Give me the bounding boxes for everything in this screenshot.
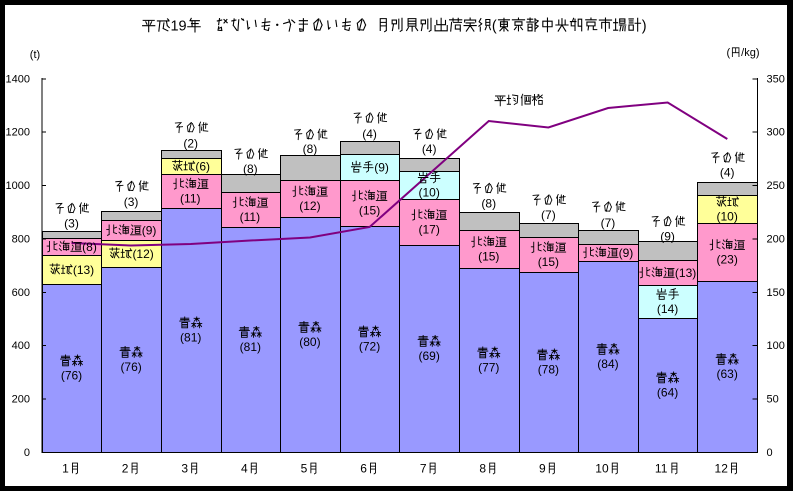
svg-text:0: 0 (767, 447, 773, 459)
svg-text:(14): (14) (657, 302, 678, 316)
svg-text:(80): (80) (299, 335, 320, 349)
svg-text:(8): (8) (481, 196, 496, 210)
svg-text:2: 2 (122, 462, 129, 476)
svg-text:0: 0 (24, 447, 30, 459)
svg-text:(2): (2) (183, 137, 198, 151)
svg-text:100: 100 (767, 340, 785, 352)
svg-text:12: 12 (715, 462, 729, 476)
svg-text:(6): (6) (195, 159, 210, 173)
svg-text:(64): (64) (657, 386, 678, 400)
svg-text:200: 200 (767, 233, 785, 245)
svg-text:(9): (9) (374, 160, 389, 174)
svg-text:7: 7 (420, 462, 427, 476)
svg-text:(69): (69) (418, 349, 439, 363)
svg-text:(15): (15) (359, 204, 380, 218)
svg-text:(3): (3) (64, 217, 79, 231)
svg-text:(10): (10) (717, 210, 738, 224)
svg-text:): ) (642, 18, 647, 34)
svg-text:(10): (10) (418, 186, 439, 200)
svg-text:400: 400 (12, 340, 30, 352)
svg-text:(81): (81) (240, 340, 261, 354)
svg-text:･: ･ (274, 18, 281, 34)
svg-text:(4): (4) (422, 142, 437, 156)
svg-text:11: 11 (655, 462, 668, 476)
svg-text:150: 150 (767, 287, 785, 299)
svg-text:350: 350 (767, 73, 785, 85)
svg-text:(9): (9) (142, 223, 157, 237)
svg-text:1400: 1400 (6, 73, 30, 85)
svg-text:1: 1 (62, 462, 69, 476)
svg-text:(17): (17) (418, 223, 439, 237)
svg-text:300: 300 (767, 127, 785, 139)
svg-text:6: 6 (360, 462, 367, 476)
svg-text:3: 3 (181, 462, 188, 476)
svg-text:8: 8 (479, 462, 486, 476)
svg-text:1000: 1000 (6, 180, 30, 192)
svg-text:(15): (15) (478, 250, 499, 264)
svg-text:(23): (23) (717, 253, 738, 267)
svg-text:/kg): /kg) (741, 47, 759, 59)
svg-text:(12): (12) (132, 247, 153, 261)
svg-text:(81): (81) (180, 331, 201, 345)
svg-text:50: 50 (767, 394, 779, 406)
svg-text:(7): (7) (601, 216, 616, 230)
svg-text:(8): (8) (82, 240, 97, 254)
svg-text:600: 600 (12, 287, 30, 299)
svg-text:5: 5 (301, 462, 308, 476)
svg-text:4: 4 (241, 462, 248, 476)
svg-text:(13): (13) (675, 266, 696, 280)
svg-text:(9): (9) (619, 246, 634, 260)
svg-text:800: 800 (12, 233, 30, 245)
svg-text:1200: 1200 (6, 127, 30, 139)
svg-text:(76): (76) (120, 360, 141, 374)
svg-text:250: 250 (767, 180, 785, 192)
svg-text:(11): (11) (240, 210, 260, 224)
svg-text:(11): (11) (180, 192, 200, 206)
svg-text:(84): (84) (597, 357, 618, 371)
svg-text:19: 19 (170, 18, 186, 34)
svg-text:(8): (8) (243, 162, 258, 176)
svg-text:(78): (78) (538, 363, 559, 377)
svg-text:(3): (3) (124, 195, 139, 209)
svg-text:(72): (72) (359, 340, 380, 354)
svg-text:(76): (76) (61, 369, 82, 383)
svg-text:(9): (9) (660, 229, 675, 243)
svg-text:(12): (12) (299, 199, 320, 213)
svg-text:9: 9 (539, 462, 546, 476)
svg-text:(15): (15) (538, 255, 559, 269)
svg-text:(7): (7) (541, 208, 556, 222)
svg-text:10: 10 (595, 462, 609, 476)
svg-text:(t): (t) (30, 49, 40, 61)
svg-text:200: 200 (12, 394, 30, 406)
svg-text:(: ( (492, 18, 497, 34)
svg-text:(4): (4) (362, 127, 377, 141)
svg-text:(4): (4) (720, 166, 735, 180)
svg-text:(13): (13) (73, 263, 94, 277)
svg-text:(: ( (727, 47, 731, 59)
svg-text:(63): (63) (717, 367, 738, 381)
svg-text:(77): (77) (478, 361, 499, 375)
svg-text:(8): (8) (303, 142, 318, 156)
